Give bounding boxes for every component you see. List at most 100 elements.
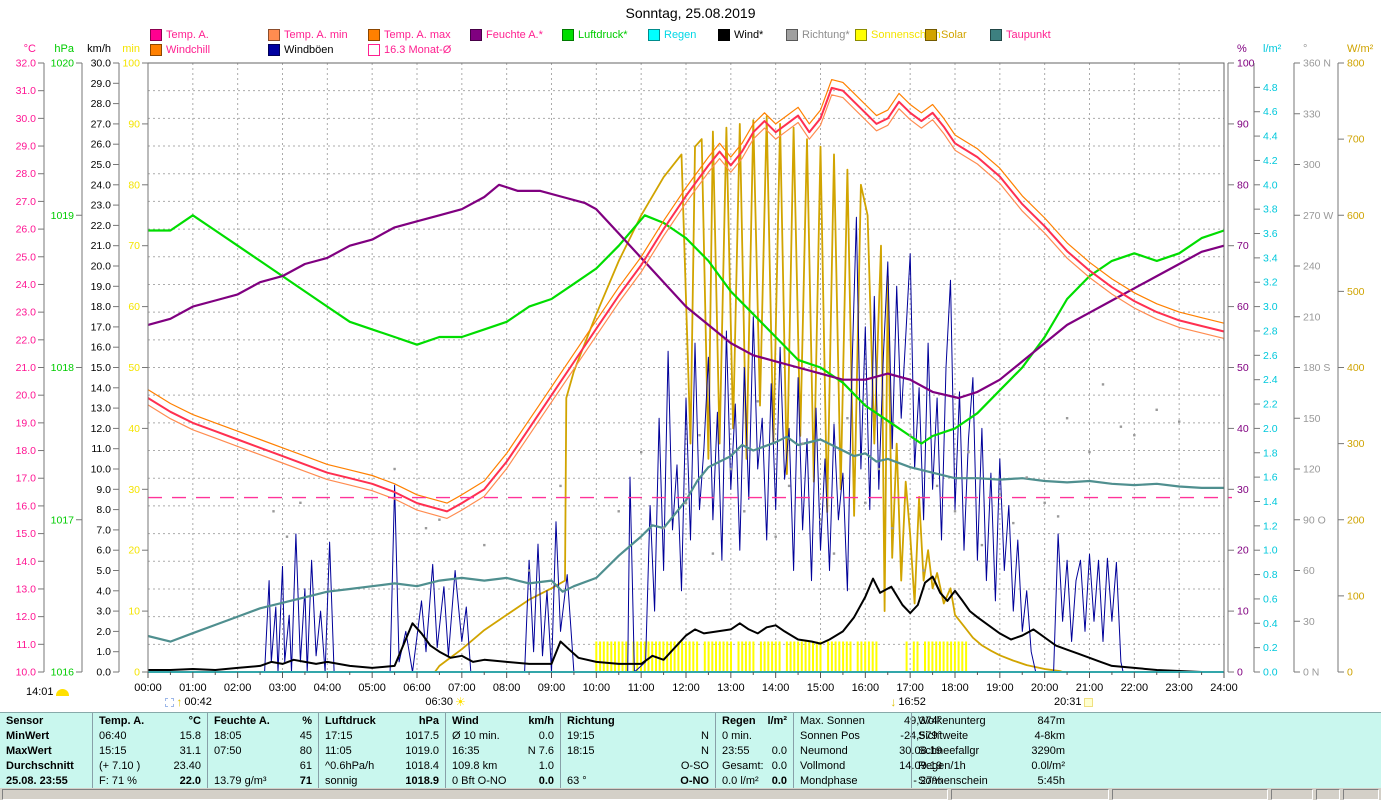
sunset-square-icon (1083, 697, 1093, 707)
direction-dot (640, 450, 643, 454)
legend-row-1: Temp. A. Temp. A. min Temp. A. max Feuchte … (0, 29, 1381, 43)
table-row: 63 ° O-NO (567, 774, 709, 789)
axis-label: 09:00 (538, 682, 566, 694)
axis-label: 100 (1347, 590, 1365, 602)
axis-label: 21.0 (16, 362, 37, 374)
direction-dot (711, 552, 715, 555)
legend-item-luftdruck: Luftdruck* (562, 29, 628, 41)
axis-label: 20.0 (16, 390, 37, 402)
axis-label: 0 (1347, 667, 1353, 679)
table-row: 0.0 l/m² 0.0 (722, 774, 787, 789)
sunshine-bar (681, 641, 684, 672)
sunshine-bar (834, 641, 837, 672)
axis-label: 0.0 (1263, 667, 1278, 679)
sunshine-bar (610, 641, 613, 672)
axis-label: 05:00 (358, 682, 386, 694)
axis-label: 17.0 (91, 321, 112, 333)
table-cell: 31.1 (179, 745, 201, 757)
axis-label: 12.0 (91, 423, 112, 435)
axis-label: 2.0 (1263, 423, 1278, 435)
axis-label: 0.6 (1263, 593, 1278, 605)
direction-dot (483, 543, 486, 547)
axis-label: 14:00 (762, 682, 790, 694)
table-row: ^0.6hPa/h 1018.4 (325, 759, 439, 774)
direction-dot (559, 484, 562, 488)
direction-dot (1012, 521, 1015, 525)
axis-label: 600 (1347, 210, 1365, 222)
legend-label: Taupunkt (1006, 29, 1051, 41)
table-row: Sichtweite 4-8km (918, 729, 1375, 744)
table-cell: 3290m (1031, 745, 1065, 757)
table-row: Sonnenschein 5:45h (918, 774, 1375, 789)
table-cell: -24,579° (900, 730, 942, 742)
sunshine-bar (957, 641, 960, 672)
sunshine-bar (726, 641, 729, 672)
status-panel (951, 789, 1109, 800)
axis-label: 26.0 (91, 139, 112, 151)
axis-label: 27.0 (16, 196, 37, 208)
axis-label: 90 (128, 118, 140, 130)
sunshine-bar (838, 641, 841, 672)
axis-label: 0 N (1303, 667, 1319, 679)
axis-label: 700 (1347, 134, 1365, 146)
event-time: 20:31 (1053, 696, 1082, 708)
sunshine-bar (924, 641, 926, 672)
sunshine-bar (696, 641, 699, 672)
axis-label: 2.4 (1263, 374, 1278, 386)
axis-label: 10 (128, 606, 140, 618)
table-cell: Sonnen Pos (800, 730, 860, 742)
sunshine-bar (778, 641, 781, 672)
table-cell: 18:05 (214, 730, 242, 742)
row-header: Sensor (6, 715, 44, 727)
axis-label: 32.0 (16, 58, 37, 70)
axis-label: 30.0 (91, 58, 112, 70)
legend-item-feuchte-a: Feuchte A.* (470, 29, 543, 41)
sunshine-bar (905, 641, 908, 672)
axis-label: 80 (128, 179, 140, 191)
table-cell: °C (188, 715, 201, 727)
legend-swatch-icon (470, 29, 482, 41)
axis-label: 13.0 (16, 583, 37, 595)
sunshine-bar (730, 641, 732, 672)
table-row: Gesamt: 0.0 (722, 759, 787, 774)
axis-label: 1019 (51, 210, 75, 222)
legend-label: Temp. A. max (384, 29, 451, 41)
table-cell: Wind (452, 715, 479, 727)
direction-dot (1133, 434, 1136, 437)
table-cell: 80 (299, 745, 312, 757)
table-cell: 0 min. (722, 730, 752, 742)
axis-label: 15:00 (807, 682, 835, 694)
legend-swatch-icon (718, 29, 730, 41)
axis-label: 00:00 (134, 682, 162, 694)
sunshine-bar (640, 641, 642, 672)
sunshine-bar (916, 641, 919, 672)
axis-label: 210 (1303, 311, 1321, 323)
axis-label: 330 (1303, 108, 1321, 120)
legend-label: Richtung* (802, 29, 850, 41)
axis-label: 0 (1237, 667, 1243, 679)
sunshine-bar (946, 641, 949, 672)
axis-label: 90 (1237, 118, 1249, 130)
series-temp-a (147, 86, 1225, 513)
axis-label: 0.4 (1263, 618, 1278, 630)
direction-dot (438, 518, 441, 521)
axis-label: 19.0 (16, 417, 37, 429)
series-wind (148, 575, 1224, 673)
table-column-luftdruck: Luftdruck hPa 17:15 1017.5 11:05 1019.0 ^0.6hP… (318, 713, 445, 789)
sunshine-bar (718, 641, 721, 672)
table-cell: 18:15 (567, 745, 595, 757)
table-cell: 1018.4 (405, 760, 439, 772)
direction-dot (393, 467, 396, 471)
table-cell: Gesamt: (722, 760, 764, 772)
legend-swatch-icon (368, 44, 380, 56)
table-cell: N (701, 745, 709, 757)
direction-dot (1178, 420, 1181, 423)
sunshine-bar (827, 641, 830, 672)
status-panel (1343, 789, 1379, 800)
table-cell: hPa (418, 715, 439, 727)
table-row: 06:40 15.8 (99, 729, 201, 744)
table-cell: Temp. A. (99, 715, 145, 727)
table-row: O-SO (567, 759, 709, 774)
table-cell: Wolkenunterg (918, 715, 986, 727)
axis-label: 40 (1237, 423, 1249, 435)
